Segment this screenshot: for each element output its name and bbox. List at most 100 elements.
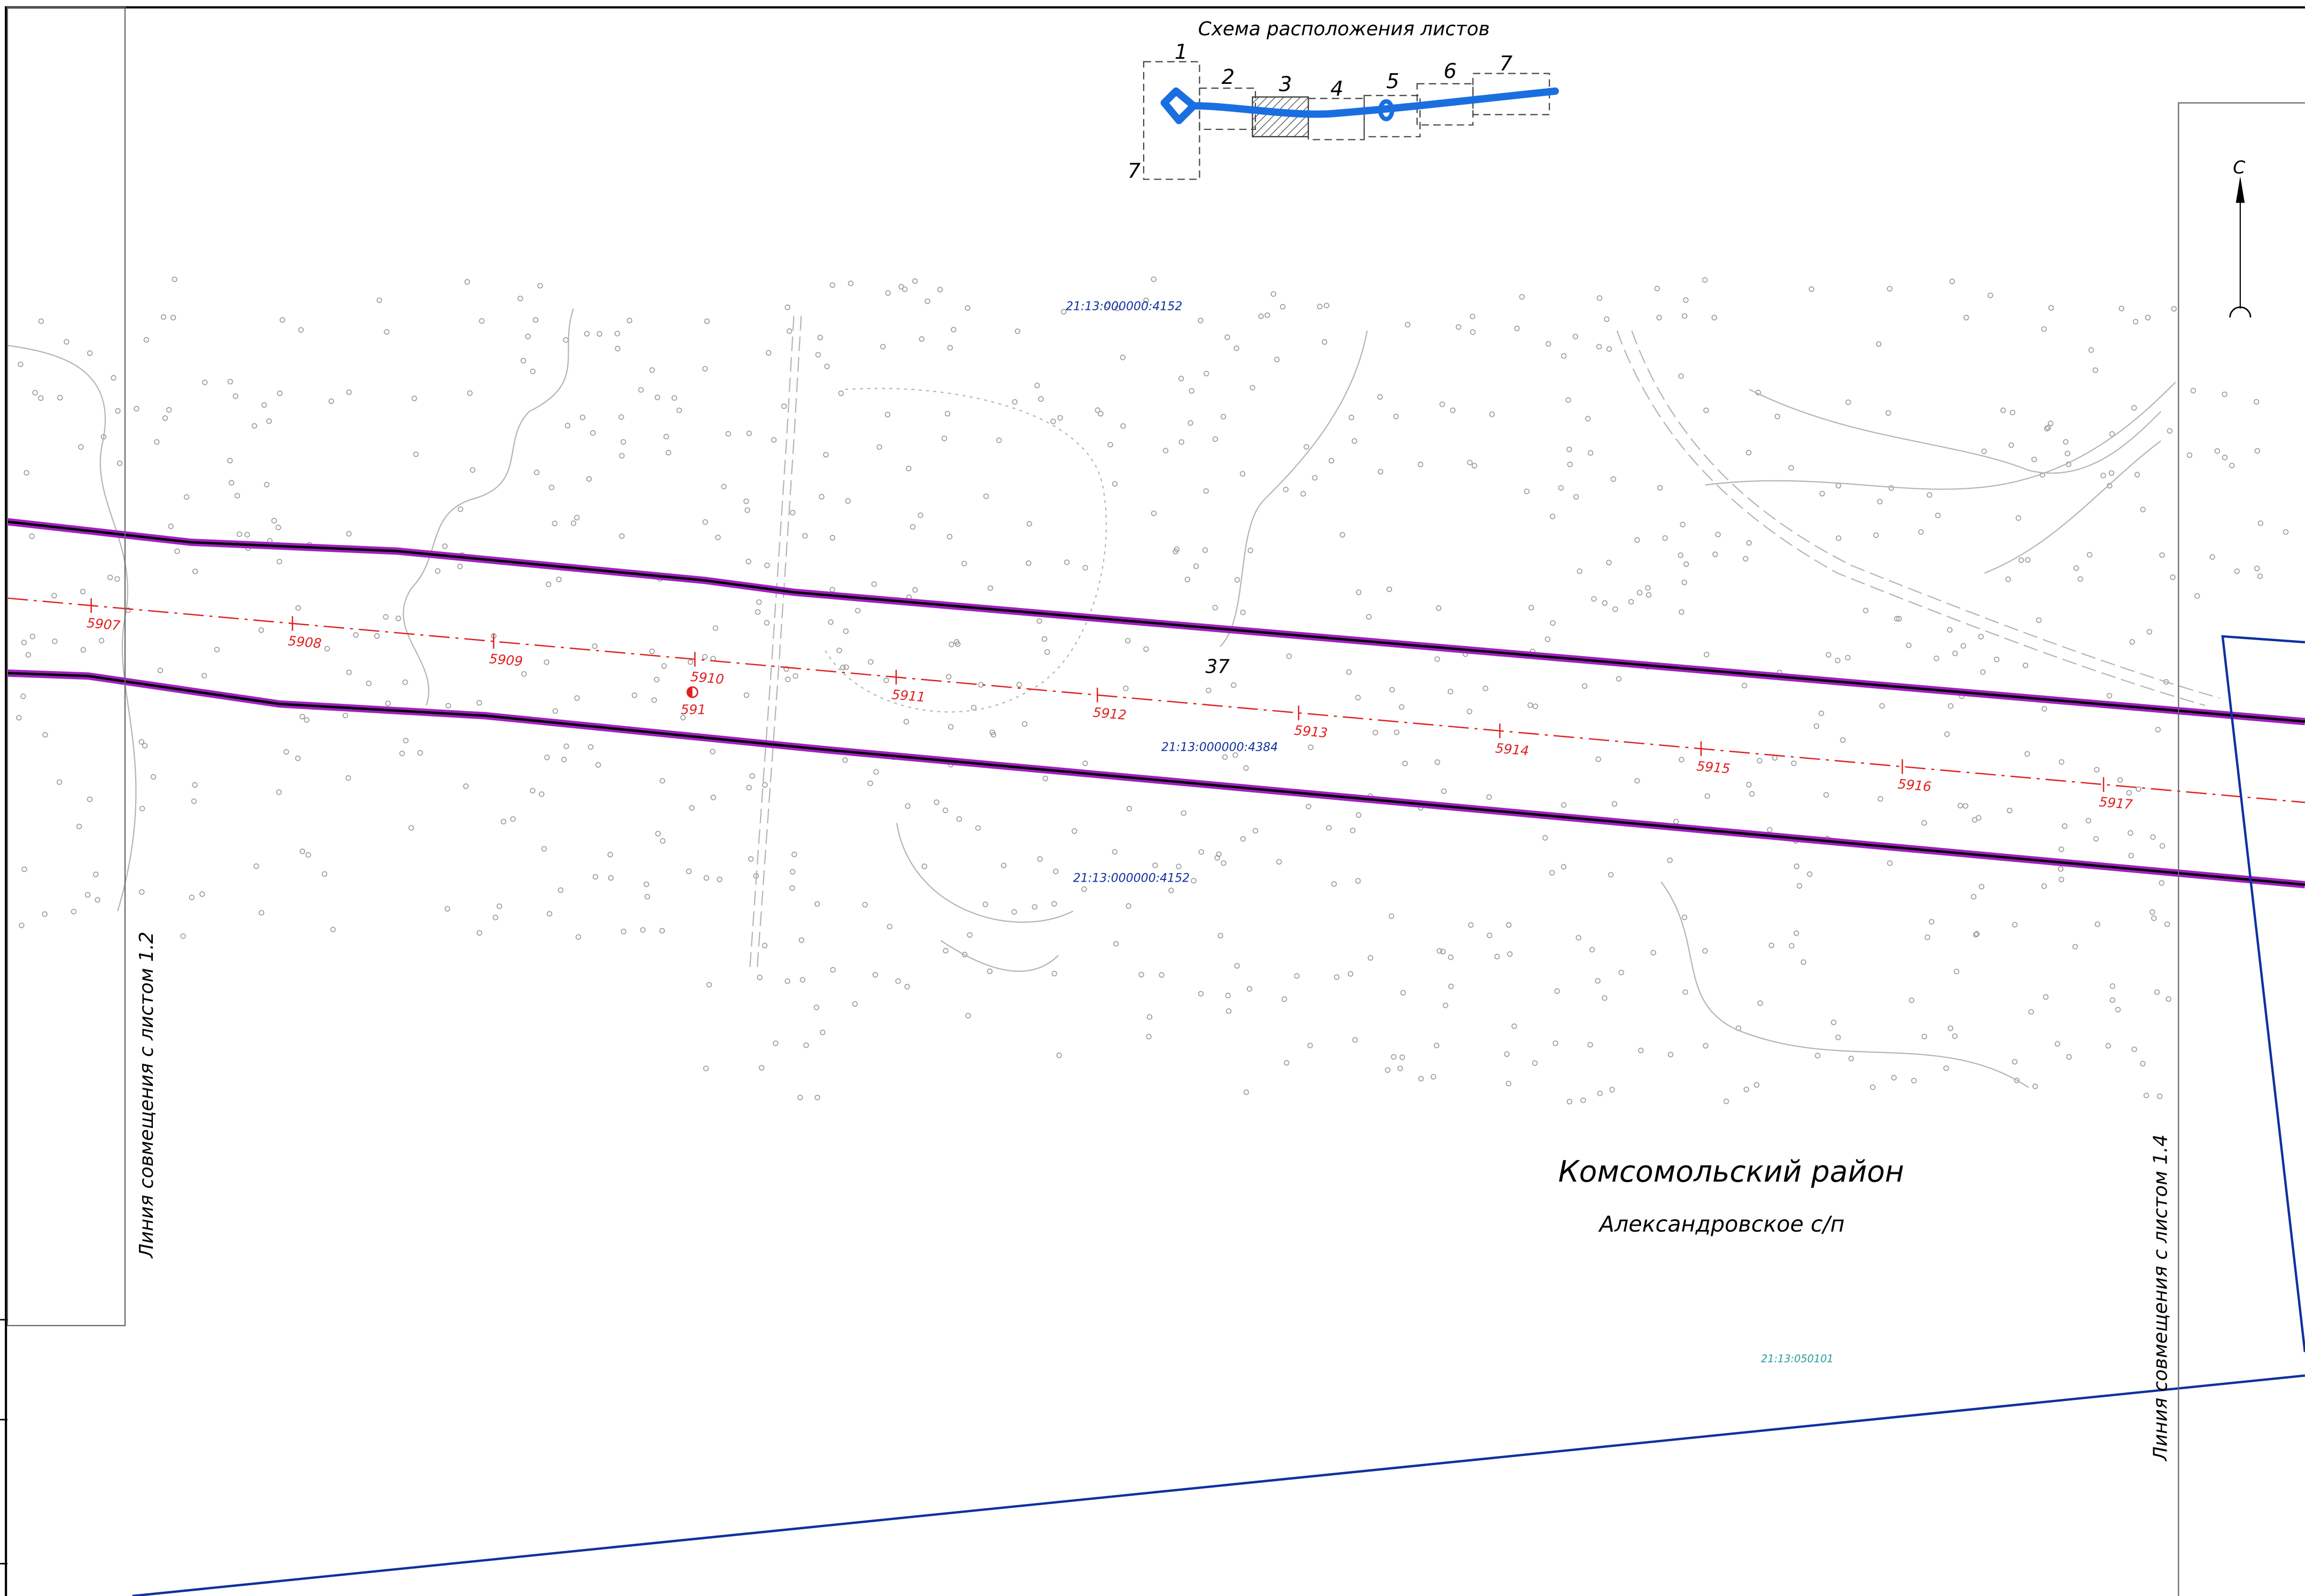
- tree-dot: [1960, 643, 1966, 649]
- tree-dot: [2045, 425, 2051, 431]
- tree-dot: [2014, 1077, 2020, 1084]
- tree-dot: [1152, 862, 1158, 868]
- tree-dot: [353, 632, 359, 638]
- tree-dot: [548, 485, 555, 491]
- forest-edge: [822, 387, 1107, 713]
- tree-dot: [1879, 703, 1885, 709]
- tree-dot: [814, 901, 820, 907]
- tree-dot: [797, 1094, 803, 1101]
- tree-dot: [1057, 415, 1063, 421]
- tree-dot: [1339, 532, 1346, 538]
- tree-dot: [20, 693, 26, 699]
- tree-dot: [1712, 551, 1718, 557]
- tree-dot: [64, 339, 69, 345]
- tree-dot: [651, 697, 657, 703]
- tree-dot: [786, 328, 793, 334]
- sheet-number: 3: [1279, 73, 1292, 97]
- tree-dot: [702, 519, 708, 525]
- tree-dot: [1391, 1054, 1397, 1060]
- tree-dot: [813, 1005, 819, 1010]
- tree-dot: [2048, 305, 2054, 311]
- tree-dot: [946, 674, 952, 680]
- tree-dot: [702, 653, 708, 660]
- tree-dot: [305, 852, 312, 858]
- picket-label: 5916: [1897, 776, 1932, 794]
- picket-label: 5914: [1495, 740, 1530, 758]
- tree-dot: [798, 937, 804, 943]
- tree-dot: [1970, 894, 1977, 900]
- tree-dot: [2008, 442, 2014, 448]
- tree-dot: [655, 831, 661, 837]
- tree-dot: [749, 773, 755, 779]
- tree-dot: [98, 637, 105, 644]
- tree-dot: [1988, 292, 1993, 299]
- tree-dot: [2154, 989, 2160, 995]
- tree-dot: [953, 639, 960, 645]
- tree-dot: [1814, 1053, 1821, 1058]
- tree-dot: [943, 948, 949, 954]
- tree-dot: [2072, 944, 2078, 950]
- tree-dot: [1628, 599, 1634, 605]
- tree-dot: [52, 639, 58, 644]
- tree-dot: [383, 614, 389, 620]
- tree-dot: [276, 789, 282, 795]
- tree-dot: [951, 326, 957, 333]
- tree-dot: [547, 911, 553, 917]
- tree-dot: [2005, 577, 2011, 582]
- tree-dot: [2132, 318, 2139, 325]
- tree-dot: [139, 806, 145, 812]
- tree-dot: [1120, 354, 1126, 361]
- tree-dot: [2077, 576, 2083, 582]
- tree-dot: [949, 641, 954, 648]
- tree-dot: [1794, 863, 1799, 869]
- tree-dot: [803, 1042, 809, 1048]
- tree-dot: [2166, 996, 2171, 1002]
- tree-dot: [192, 569, 198, 574]
- tree-dot: [2234, 568, 2240, 574]
- tree-dot: [1437, 948, 1442, 954]
- tree-dot: [345, 775, 351, 781]
- tree-dot: [1034, 383, 1040, 388]
- tree-dot: [266, 418, 272, 424]
- tree-dot: [2129, 639, 2135, 645]
- tree-dot: [1680, 521, 1686, 527]
- tree-dot: [1385, 1067, 1391, 1073]
- tree-dot: [1372, 729, 1378, 736]
- tree-dot: [1952, 1033, 1958, 1039]
- tree-dot: [1944, 731, 1950, 737]
- tree-dot: [665, 449, 671, 456]
- tree-dot: [1887, 860, 1893, 866]
- tree-dot: [2105, 1043, 2112, 1049]
- tree-dot: [2012, 1058, 2018, 1065]
- tree-dot: [1953, 969, 1960, 975]
- tree-dot: [2107, 482, 2113, 489]
- tree-dot: [470, 467, 476, 473]
- tree-dot: [918, 512, 923, 518]
- tree-dot: [619, 453, 625, 459]
- quarter-label: 21:13:050101: [1761, 1353, 1833, 1365]
- tree-dot: [1553, 1040, 1558, 1046]
- tree-dot: [2254, 448, 2260, 454]
- tree-dot: [1433, 1042, 1440, 1048]
- tree-dot: [1435, 605, 1442, 611]
- tree-dot: [1123, 686, 1129, 691]
- tree-dot: [829, 282, 835, 288]
- tree-dot: [2186, 452, 2193, 458]
- tree-dot: [595, 762, 601, 768]
- tree-dot: [1240, 609, 1246, 616]
- tree-dot: [2009, 409, 2016, 416]
- tree-dot: [1602, 995, 1608, 1001]
- tree-dot: [592, 643, 597, 649]
- tree-dot: [1072, 828, 1077, 834]
- tree-dot: [1704, 793, 1711, 799]
- tree-dot: [2257, 520, 2264, 526]
- tree-dot: [1887, 286, 1893, 292]
- tree-dot: [1455, 324, 1462, 330]
- north-arrow: С: [2229, 157, 2252, 318]
- tree-dot: [25, 652, 32, 658]
- tree-dot: [584, 331, 590, 337]
- tree-dot: [1657, 485, 1663, 491]
- tree-dot: [1178, 376, 1184, 382]
- tree-dot: [92, 871, 99, 877]
- tree-dot: [2036, 617, 2042, 623]
